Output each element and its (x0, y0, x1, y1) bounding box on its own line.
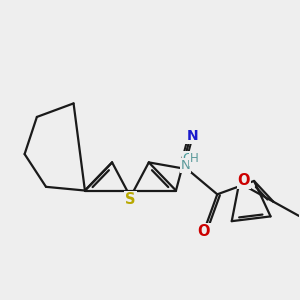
Text: N: N (186, 129, 198, 143)
Text: S: S (125, 192, 136, 207)
Text: C: C (183, 152, 192, 165)
Text: O: O (197, 224, 209, 239)
Text: O: O (238, 173, 250, 188)
Text: H: H (190, 152, 199, 165)
Text: N: N (181, 159, 190, 172)
